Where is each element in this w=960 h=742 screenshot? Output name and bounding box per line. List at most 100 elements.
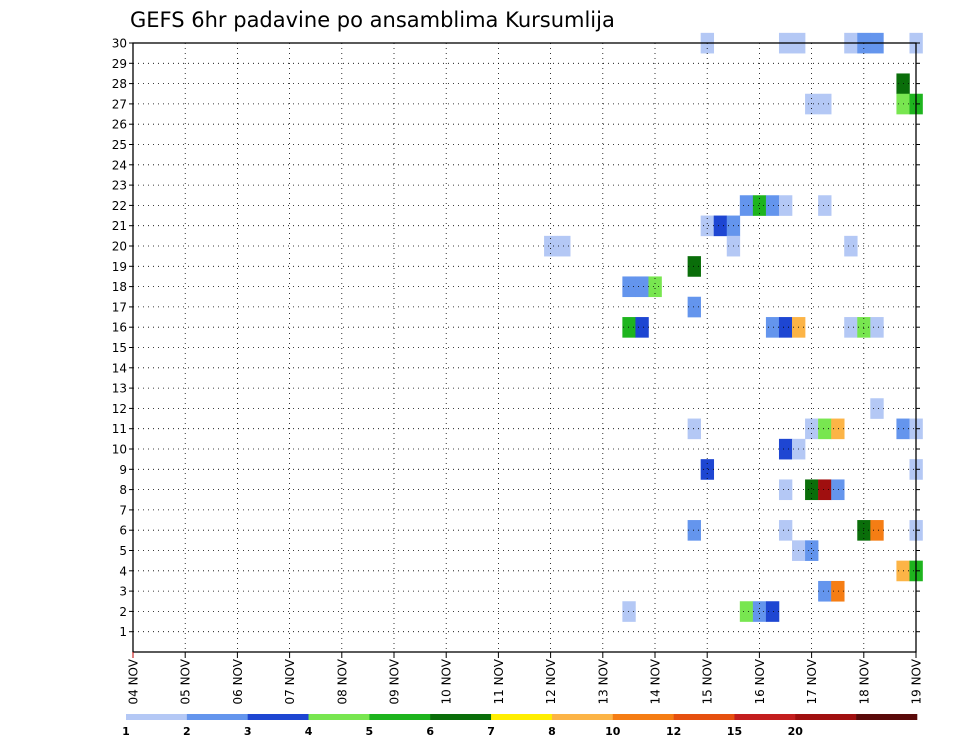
precip-cell <box>870 317 884 338</box>
x-tick-label: 04 NOV <box>127 658 141 704</box>
precip-cell <box>805 93 819 115</box>
color-legend: 1 2 3 4 5 6 7 8 10 12 15 20 <box>122 714 918 738</box>
legend-label: 20 <box>788 725 804 738</box>
chart-title: GEFS 6hr padavine po ansamblima Kursumli… <box>130 8 615 32</box>
legend-label: 12 <box>666 725 681 738</box>
y-tick-label: 27 <box>112 97 127 111</box>
precip-cell <box>778 520 793 541</box>
legend-swatch <box>430 714 492 720</box>
precip-cell <box>713 215 728 237</box>
precip-cell <box>831 479 845 501</box>
legend-label: 5 <box>366 725 374 738</box>
y-tick-label: 13 <box>112 382 127 396</box>
precip-cell <box>831 418 845 440</box>
y-tick-label: 16 <box>112 321 127 335</box>
precip-cell <box>622 317 636 338</box>
legend-swatch <box>734 714 796 720</box>
y-tick-label: 19 <box>112 260 127 274</box>
precip-cell <box>765 317 780 338</box>
precip-cell <box>818 580 832 602</box>
x-tick-label: 13 NOV <box>596 658 610 704</box>
precip-cell <box>778 479 793 501</box>
precip-cell <box>778 317 793 338</box>
precip-cell <box>818 418 832 440</box>
y-tick-label: 7 <box>119 503 127 517</box>
legend-swatch <box>673 714 735 720</box>
y-tick-label: 6 <box>119 524 127 538</box>
precip-cell <box>844 317 858 338</box>
y-tick-label: 12 <box>112 402 127 416</box>
precip-cell <box>648 276 662 298</box>
legend-label: 1 <box>122 725 130 738</box>
legend-label: 2 <box>183 725 191 738</box>
x-tick-label: 16 NOV <box>753 658 767 704</box>
y-tick-label: 1 <box>119 625 127 639</box>
y-tick-label: 29 <box>112 57 127 71</box>
x-tick-label: 15 NOV <box>701 658 715 704</box>
legend-swatch <box>856 714 918 720</box>
legend-label: 10 <box>605 725 621 738</box>
legend-label: 8 <box>548 725 556 738</box>
y-tick-label: 23 <box>112 179 127 193</box>
x-tick-label: 10 NOV <box>440 658 454 704</box>
y-tick-label: 3 <box>119 585 127 599</box>
y-tick-label: 21 <box>112 219 127 233</box>
x-tick-label: 19 NOV <box>910 658 924 704</box>
y-tick-label: 25 <box>112 138 127 152</box>
precip-cell <box>687 520 701 541</box>
legend-swatch <box>247 714 309 720</box>
precip-cell <box>687 418 701 440</box>
x-tick-label: 11 NOV <box>492 658 506 704</box>
y-tick-label: 8 <box>119 483 127 497</box>
y-tick-label: 18 <box>112 280 127 294</box>
precip-cell <box>844 235 858 257</box>
y-tick-label: 30 <box>112 37 127 51</box>
precip-cell <box>700 215 715 237</box>
x-tick-label: 06 NOV <box>231 658 245 704</box>
precip-cell <box>818 479 832 501</box>
precip-cell <box>544 235 558 257</box>
x-tick-label: 05 NOV <box>179 658 193 704</box>
x-tick-label: 07 NOV <box>283 658 297 704</box>
x-tick-label: 18 NOV <box>857 658 871 704</box>
grid-lines <box>133 42 916 652</box>
x-tick-label: 08 NOV <box>335 658 349 704</box>
precip-cell <box>687 256 701 277</box>
legend-swatch <box>186 714 248 720</box>
y-tick-label: 26 <box>112 118 127 132</box>
precip-cell <box>622 276 636 298</box>
precip-cell <box>635 317 649 338</box>
legend-label: 7 <box>487 725 495 738</box>
precip-cell <box>622 601 636 622</box>
precip-cell <box>635 276 649 298</box>
precip-cell <box>805 479 819 501</box>
legend-swatch <box>795 714 857 720</box>
precip-cell <box>765 601 780 622</box>
precip-cell <box>870 520 884 541</box>
x-tick-label: 12 NOV <box>544 658 558 704</box>
y-tick-label: 24 <box>112 158 127 172</box>
precip-cell <box>739 195 754 216</box>
precipitation-cells <box>544 32 923 622</box>
y-axis-ticks: 1234567891011121314151617181920212223242… <box>112 37 920 639</box>
x-tick-label: 14 NOV <box>649 658 663 704</box>
y-tick-label: 14 <box>112 361 127 375</box>
y-tick-label: 17 <box>112 300 127 314</box>
legend-swatch <box>369 714 431 720</box>
precip-cell <box>700 459 715 480</box>
precip-cell <box>870 398 884 419</box>
y-tick-label: 5 <box>119 544 127 558</box>
x-tick-label: 09 NOV <box>388 658 402 704</box>
precip-cell <box>739 601 754 622</box>
y-tick-label: 15 <box>112 341 127 355</box>
legend-swatch <box>126 714 188 720</box>
y-tick-label: 10 <box>112 443 127 457</box>
precip-cell <box>752 195 767 216</box>
precip-cell <box>752 601 767 622</box>
precip-cell <box>831 580 845 602</box>
precip-cell <box>778 438 793 460</box>
y-tick-label: 2 <box>119 605 127 619</box>
y-tick-label: 22 <box>112 199 127 213</box>
y-tick-label: 28 <box>112 77 127 91</box>
